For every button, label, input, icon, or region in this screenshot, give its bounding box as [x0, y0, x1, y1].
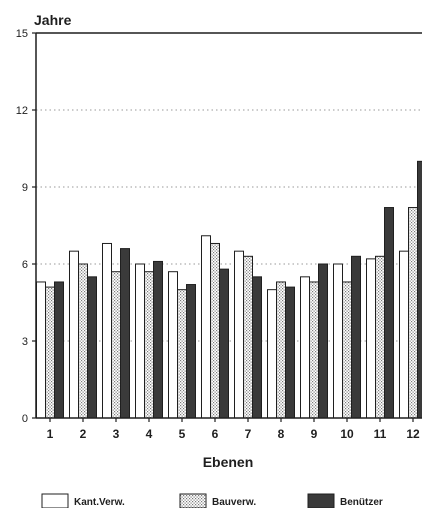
x-tick-label-9: 9	[311, 427, 318, 441]
legend-swatch-white	[41, 493, 69, 508]
bar-dark-2	[87, 276, 97, 419]
bar-dotted-9	[309, 281, 319, 419]
bar-dark-7	[252, 276, 262, 419]
bar-dark-1	[54, 281, 64, 419]
x-tick-label-11: 11	[374, 427, 387, 441]
bar-dark-6	[219, 268, 229, 419]
bar-white-1	[36, 281, 46, 419]
axes	[32, 32, 422, 422]
y-axis-title: Jahre	[34, 12, 72, 28]
bar-white-10	[333, 263, 343, 419]
bar-dotted-1	[45, 286, 55, 419]
x-tick-label-4: 4	[146, 427, 153, 441]
bar-dotted-7	[243, 255, 253, 419]
y-tick-labels: 0 3 6 9 12 15	[16, 28, 28, 425]
grid-lines	[36, 109, 422, 342]
bar-dotted-8	[276, 281, 286, 419]
x-tick-label-7: 7	[245, 427, 252, 441]
y-tick-label-9: 9	[22, 182, 28, 194]
bar-dotted-11	[375, 255, 385, 419]
bar-dark-9	[318, 263, 328, 419]
bar-dark-11	[384, 207, 394, 419]
bar-white-7	[234, 250, 244, 419]
bar-dark-5	[186, 284, 196, 419]
bars	[36, 160, 422, 419]
y-tick-label-15: 15	[16, 28, 28, 40]
x-axis-title: Ebenen	[203, 454, 254, 470]
x-tick-label-2: 2	[80, 427, 87, 441]
bar-dark-4	[153, 260, 163, 419]
bar-white-11	[366, 258, 376, 419]
y-tick-label-6: 6	[22, 259, 28, 271]
legend-label-white: Kant.Verw.	[74, 497, 125, 508]
x-tick-label-8: 8	[278, 427, 285, 441]
bar-dotted-3	[111, 271, 121, 419]
bar-dotted-6	[210, 242, 220, 419]
legend-label-dotted: Bauverw.	[212, 497, 256, 508]
bar-white-5	[168, 271, 178, 419]
bar-white-6	[201, 235, 211, 419]
y-tick-label-0: 0	[22, 413, 28, 425]
bar-dotted-4	[144, 271, 154, 419]
legend: Kant.Verw. Bauverw. Benützer	[41, 493, 383, 508]
bar-white-8	[267, 289, 277, 419]
bar-dotted-2	[78, 263, 88, 419]
x-tick-label-12: 12	[406, 427, 420, 441]
x-tick-label-3: 3	[113, 427, 120, 441]
bar-white-3	[102, 242, 112, 419]
y-tick-label-12: 12	[16, 105, 28, 117]
bar-dark-3	[120, 248, 130, 419]
bar-white-9	[300, 276, 310, 419]
x-tick-label-5: 5	[179, 427, 186, 441]
x-tick-label-6: 6	[212, 427, 219, 441]
bar-dark-12	[417, 160, 422, 419]
x-tick-label-1: 1	[47, 427, 54, 441]
bar-dotted-10	[342, 281, 352, 419]
x-tick-labels: 1 2 3 4 5 6 7 8 9 10 11 12	[47, 427, 420, 441]
bar-dark-8	[285, 286, 295, 419]
legend-swatch-dark	[307, 493, 335, 508]
legend-swatch-dotted	[179, 493, 207, 508]
bar-dotted-12	[408, 207, 418, 419]
bar-dark-10	[351, 255, 361, 419]
legend-label-dark: Benützer	[340, 497, 383, 508]
bar-white-12	[399, 250, 409, 419]
bar-dotted-5	[177, 289, 187, 419]
x-tick-label-10: 10	[340, 427, 354, 441]
bar-white-2	[69, 250, 79, 419]
bar-white-4	[135, 263, 145, 419]
y-tick-label-3: 3	[22, 336, 28, 348]
